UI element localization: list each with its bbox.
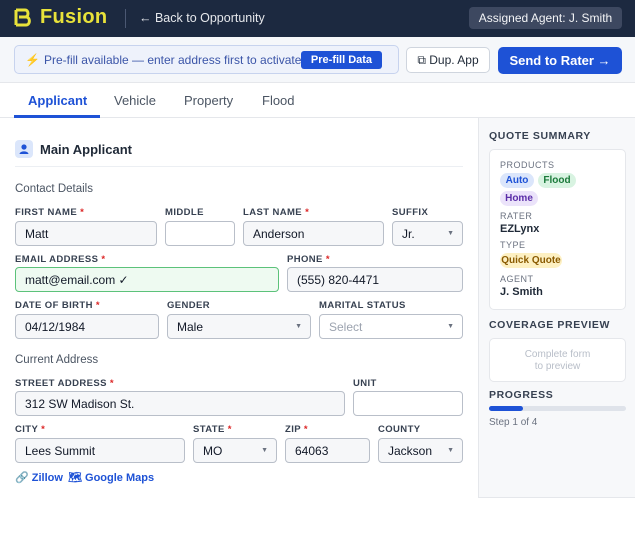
county-label: COUNTY — [378, 424, 421, 435]
quote-sidebar: QUOTE SUMMARY PRODUCTS Auto Flood Home R… — [478, 118, 635, 498]
chevron-down-icon: ▼ — [447, 447, 454, 454]
section-divider — [15, 166, 463, 167]
rater-label: RATER — [500, 211, 533, 221]
lightning-icon: ⚡ — [25, 52, 40, 67]
app-name: Fusion — [40, 6, 108, 28]
suffix-select[interactable]: Jr. ▼ — [392, 221, 463, 246]
app-logo[interactable]: Fusion — [12, 6, 107, 29]
gender-label: GENDER — [167, 300, 211, 311]
suffix-label: SUFFIX — [392, 207, 429, 218]
chevron-down-icon: ▼ — [447, 230, 454, 237]
section-title-main-applicant: Main Applicant — [40, 142, 132, 157]
street-address-field[interactable]: 312 SW Madison St. — [15, 391, 345, 416]
unit-field[interactable] — [353, 391, 463, 416]
email-label: EMAIL ADDRESS * — [15, 254, 106, 265]
date-of-birth-field[interactable]: 04/12/1984 — [15, 314, 159, 339]
gender-select[interactable]: Male ▼ — [167, 314, 311, 339]
current-address-heading: Current Address — [15, 354, 99, 366]
product-tag-home: Home — [500, 191, 538, 206]
coverage-preview-card: Complete form to preview — [489, 338, 626, 382]
fusion-logo-icon — [14, 8, 31, 26]
tab-bar: Applicant Vehicle Property Flood — [0, 84, 635, 118]
street-address-label: STREET ADDRESS * — [15, 378, 114, 389]
progress-heading: PROGRESS — [489, 389, 554, 401]
agent-value: J. Smith — [500, 286, 543, 298]
city-field[interactable]: Lees Summit — [15, 438, 185, 463]
active-tab-indicator — [14, 115, 100, 118]
chevron-down-icon: ▼ — [261, 447, 268, 454]
prefill-data-button[interactable]: Pre-fill Data — [301, 51, 382, 69]
zip-label: ZIP * — [285, 424, 308, 435]
middle-label: MIDDLE — [165, 207, 204, 218]
google-maps-link[interactable]: 🗺 Google Maps — [68, 472, 155, 484]
first-name-label: FIRST NAME * — [15, 207, 85, 218]
top-bar: Fusion ← Back to Opportunity Assigned Ag… — [0, 0, 635, 37]
quote-summary-heading: QUOTE SUMMARY — [489, 130, 591, 142]
coverage-preview-text-2: to preview — [534, 361, 581, 372]
chevron-down-icon: ▼ — [447, 323, 454, 330]
contact-details-heading: Contact Details — [15, 183, 93, 195]
action-bar: ⚡ Pre-fill available — enter address fir… — [0, 37, 635, 83]
coverage-preview-heading: COVERAGE PREVIEW — [489, 319, 611, 331]
header-divider — [125, 9, 126, 28]
middle-name-field[interactable] — [165, 221, 235, 246]
product-tag-flood: Flood — [538, 173, 576, 188]
progress-step-text: Step 1 of 4 — [489, 417, 538, 428]
back-to-opportunity-link[interactable]: ← Back to Opportunity — [139, 11, 265, 25]
zip-field[interactable]: 64063 — [285, 438, 370, 463]
city-label: CITY * — [15, 424, 46, 435]
prefill-banner: ⚡ Pre-fill available — enter address fir… — [14, 45, 399, 74]
rater-value: EZLynx — [500, 223, 540, 235]
product-tag-auto: Auto — [500, 173, 534, 188]
first-name-field[interactable]: Matt — [15, 221, 157, 246]
quote-summary-card: PRODUCTS Auto Flood Home RATER EZLynx TY… — [489, 149, 626, 310]
prefill-message: Pre-fill available — enter address first… — [43, 52, 302, 67]
email-field[interactable]: matt@email.com ✓ — [15, 267, 279, 292]
user-icon — [15, 140, 33, 158]
last-name-field[interactable]: Anderson — [243, 221, 384, 246]
type-label: TYPE — [500, 240, 526, 250]
agent-label: AGENT — [500, 274, 534, 284]
send-to-rater-button[interactable]: Send to Rater → — [498, 47, 622, 74]
state-select[interactable]: MO ▼ — [193, 438, 277, 463]
tab-property[interactable]: Property — [184, 93, 234, 108]
dob-label: DATE OF BIRTH * — [15, 300, 101, 311]
state-label: STATE * — [193, 424, 232, 435]
duplicate-app-button[interactable]: ⧉ Dup. App — [406, 47, 490, 73]
type-tag: Quick Quote — [500, 253, 562, 268]
marital-status-label: MARITAL STATUS — [319, 300, 406, 311]
tab-applicant[interactable]: Applicant — [28, 93, 88, 108]
zillow-link[interactable]: 🔗 Zillow — [15, 472, 63, 484]
marital-status-select[interactable]: Select ▼ — [319, 314, 463, 339]
unit-label: UNIT — [353, 378, 377, 389]
products-label: PRODUCTS — [500, 160, 555, 170]
tab-flood[interactable]: Flood — [262, 93, 295, 108]
coverage-preview-text-1: Complete form — [524, 349, 591, 360]
county-select[interactable]: Jackson ▼ — [378, 438, 463, 463]
phone-label: PHONE * — [287, 254, 330, 265]
tab-vehicle[interactable]: Vehicle — [114, 93, 156, 108]
progress-bar-fill — [489, 406, 524, 411]
phone-field[interactable]: (555) 820-4471 — [287, 267, 463, 292]
progress-bar — [489, 406, 626, 411]
last-name-label: LAST NAME * — [243, 207, 310, 218]
chevron-down-icon: ▼ — [295, 323, 302, 330]
assigned-agent-badge[interactable]: Assigned Agent: J. Smith — [469, 7, 622, 29]
